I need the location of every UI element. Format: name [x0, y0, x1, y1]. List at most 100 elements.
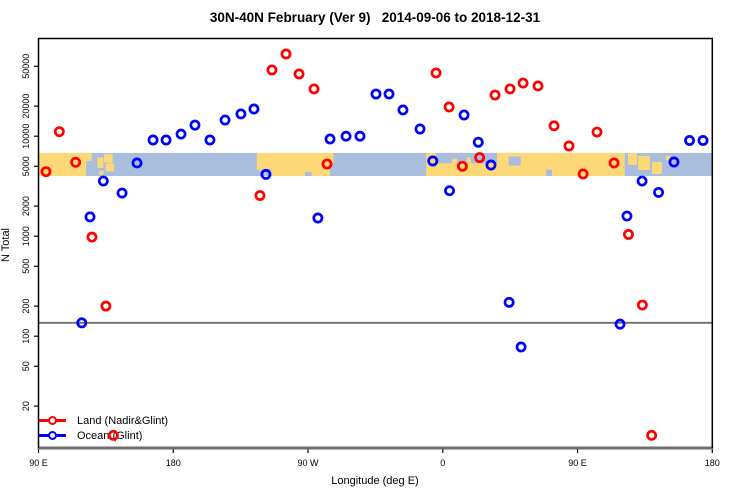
data-point-land — [107, 429, 119, 441]
data-point-ocean — [340, 130, 352, 142]
map-band-island — [451, 158, 458, 165]
data-point-land — [53, 126, 65, 138]
data-point-ocean — [97, 175, 109, 187]
x-tick-label: 90 E — [29, 458, 48, 468]
map-band-land — [104, 154, 113, 163]
data-point-land — [636, 299, 648, 311]
data-point-ocean — [515, 341, 527, 353]
map-band-sea-patch — [305, 171, 312, 176]
data-point-ocean — [248, 103, 260, 115]
data-point-ocean — [160, 134, 172, 146]
data-point-land — [266, 64, 278, 76]
data-point-land — [608, 157, 620, 169]
data-point-ocean — [175, 128, 187, 140]
data-point-ocean — [397, 104, 409, 116]
chart-title: 30N-40N February (Ver 9) 2014-09-06 to 2… — [209, 10, 541, 25]
y-tick-label: 50000 — [21, 54, 31, 79]
data-point-land — [646, 429, 658, 441]
map-band-land — [99, 170, 104, 175]
x-tick-label: 180 — [705, 458, 720, 468]
data-point-land — [308, 83, 320, 95]
legend-label-ocean: Ocean (Glint) — [77, 429, 143, 442]
data-point-ocean — [636, 175, 648, 187]
map-band-land — [330, 152, 334, 164]
data-point-ocean — [260, 168, 272, 180]
data-point-ocean — [503, 296, 515, 308]
data-point-ocean — [147, 134, 159, 146]
data-point-land — [591, 126, 603, 138]
map-band-sea-patch — [435, 152, 497, 164]
legend-item-ocean: Ocean (Glint) — [39, 428, 168, 443]
data-point-land — [254, 190, 266, 201]
data-point-land — [548, 120, 560, 132]
data-point-land — [70, 156, 82, 168]
data-point-ocean — [235, 108, 247, 120]
plot-box — [37, 37, 714, 448]
data-point-land — [474, 152, 486, 164]
data-point-land — [321, 158, 333, 170]
y-tick-label: 20 — [21, 401, 31, 411]
map-band-land — [628, 152, 637, 165]
data-point-land — [86, 231, 98, 243]
ocean-series-ring-icon — [48, 430, 57, 440]
land-series-ring-icon — [48, 415, 57, 425]
y-tick-label: 2000 — [21, 196, 31, 216]
y-tick-label: 500 — [21, 259, 31, 274]
data-point-ocean — [116, 187, 128, 199]
data-point-ocean — [414, 123, 426, 135]
x-tick-label: 180 — [166, 458, 181, 468]
map-band-land — [264, 152, 331, 176]
data-point-ocean — [668, 156, 680, 168]
data-point-ocean — [76, 317, 88, 329]
data-point-ocean — [697, 135, 709, 146]
data-point-ocean — [84, 211, 96, 223]
data-point-ocean — [444, 185, 455, 197]
data-point-ocean — [204, 134, 216, 146]
data-point-land — [532, 80, 544, 92]
data-point-ocean — [614, 318, 626, 330]
legend-label-land: Land (Nadir&Glint) — [77, 414, 169, 427]
legend-item-land: Land (Nadir&Glint) — [39, 413, 168, 428]
data-point-ocean — [472, 136, 484, 148]
data-point-ocean — [370, 88, 382, 100]
data-point-ocean — [485, 159, 497, 171]
map-band-sea-patch — [508, 156, 521, 166]
data-point-land — [456, 160, 468, 172]
y-tick-label: 20000 — [21, 94, 31, 119]
data-point-ocean — [653, 186, 664, 198]
x-axis-title: Longitude (deg E) — [331, 475, 419, 487]
map-band-land — [638, 155, 651, 170]
data-point-land — [430, 67, 442, 79]
map-band-island — [466, 157, 471, 164]
data-point-land — [293, 68, 305, 80]
data-point-ocean — [189, 119, 201, 131]
data-point-land — [489, 89, 501, 101]
x-tick-label: 90 W — [298, 458, 320, 468]
data-point-ocean — [324, 133, 336, 145]
data-point-ocean — [354, 130, 366, 142]
x-tick-label: 90 E — [568, 458, 587, 468]
data-point-ocean — [383, 88, 395, 100]
map-band-land — [256, 152, 265, 171]
ocean-series-symbol — [39, 430, 66, 440]
data-point-ocean — [427, 155, 439, 167]
data-point-land — [504, 83, 516, 95]
map-band-sea-patch — [546, 169, 553, 176]
y-tick-label: 1000 — [21, 226, 31, 246]
data-point-ocean — [684, 135, 695, 146]
map-band-land — [97, 157, 104, 168]
data-point-ocean — [219, 114, 231, 126]
data-point-land — [280, 48, 292, 60]
data-point-ocean — [312, 212, 324, 224]
data-point-land — [622, 229, 634, 240]
land-series-symbol — [39, 415, 66, 425]
y-tick-label: 100 — [21, 329, 31, 344]
data-point-land — [577, 168, 589, 180]
data-point-land — [100, 300, 112, 312]
x-tick-label: 0 — [440, 458, 445, 468]
data-point-land — [563, 140, 575, 152]
data-point-land — [517, 77, 529, 89]
data-point-ocean — [621, 210, 633, 222]
